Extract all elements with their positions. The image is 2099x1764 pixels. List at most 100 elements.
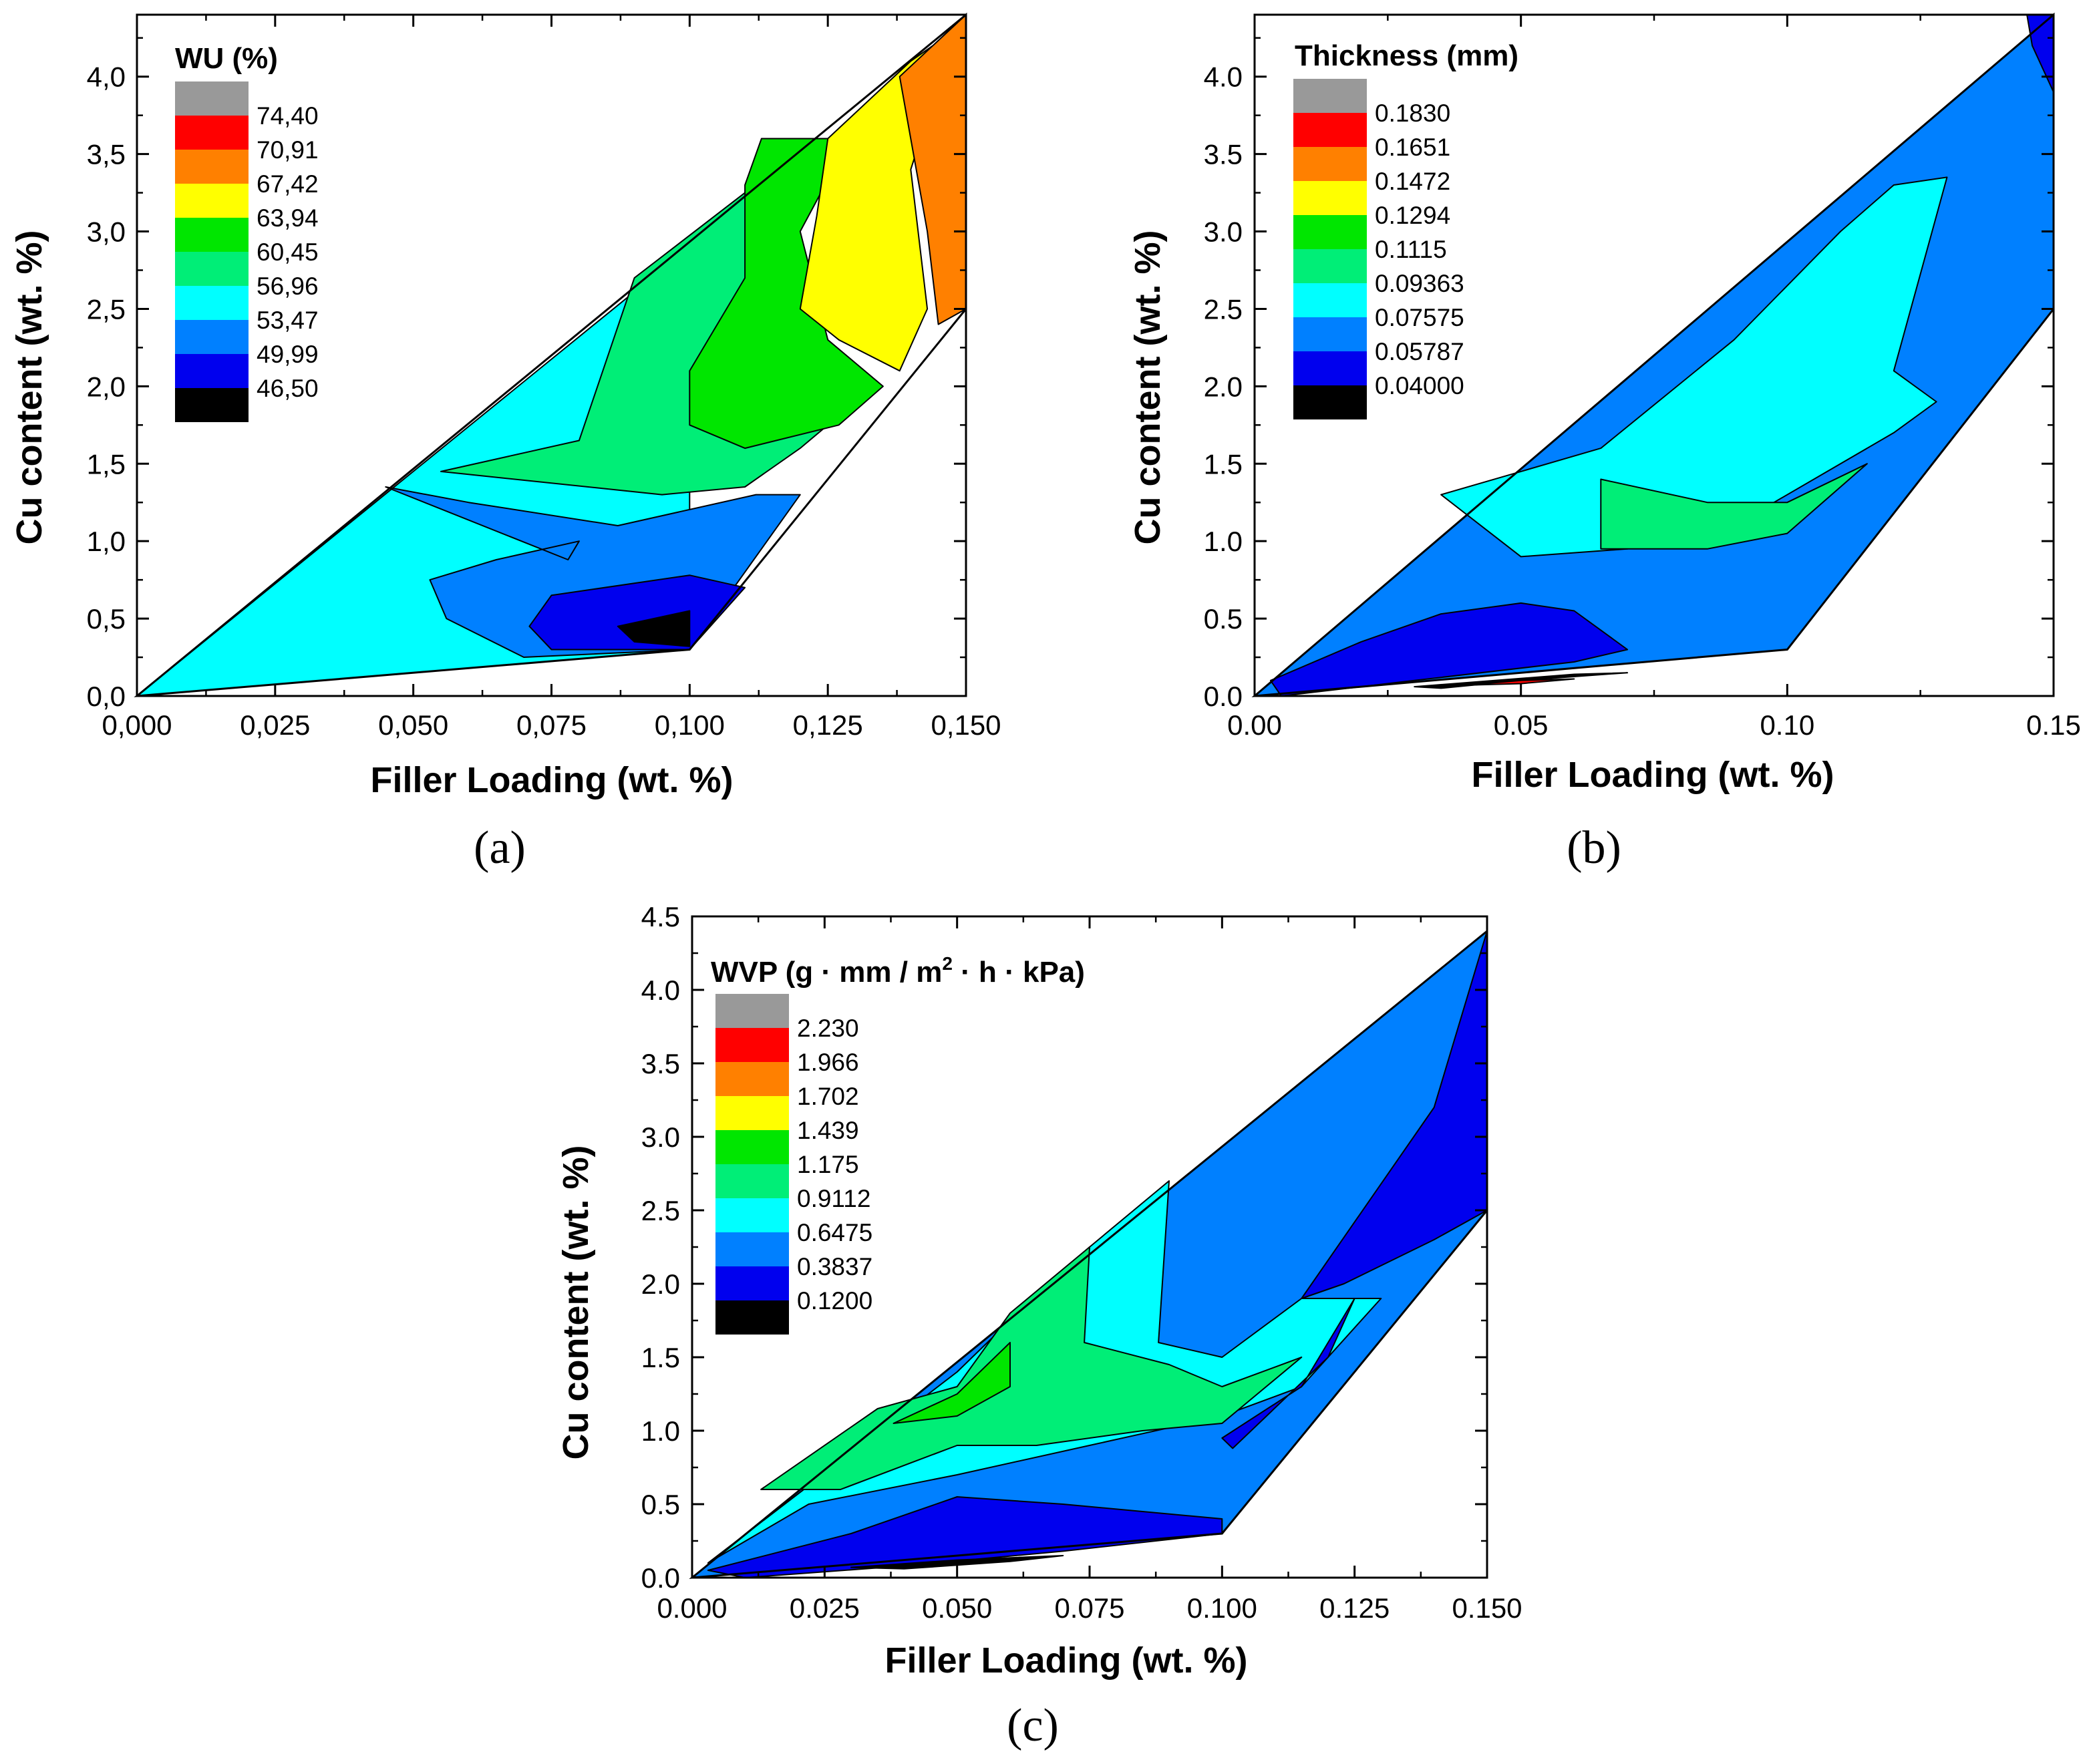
contour-region <box>528 574 746 651</box>
contour-region <box>760 1246 1303 1490</box>
y-tick-label: 0,5 <box>87 603 126 635</box>
legend-swatch <box>715 1164 789 1198</box>
y-axis-label: Cu content (wt. %) <box>9 230 49 545</box>
legend-swatch <box>175 388 249 422</box>
x-tick-label: 0,150 <box>931 709 1001 741</box>
x-tick-label: 0.00 <box>1227 709 1282 741</box>
legend-value: 0.09363 <box>1375 270 1464 297</box>
x-axis-label: Filler Loading (wt. %) <box>885 1640 1248 1681</box>
x-tick-label: 0,125 <box>793 709 863 741</box>
legend-value: 0.1115 <box>1375 236 1447 263</box>
y-tick-label: 0.5 <box>641 1489 680 1520</box>
contour-region <box>893 1342 1011 1424</box>
legend-value: 70,91 <box>257 136 319 164</box>
legend-swatch <box>715 1300 789 1335</box>
legend-swatch <box>1293 249 1367 283</box>
y-tick-label: 1.0 <box>1204 526 1243 557</box>
y-tick-label: 0.0 <box>1204 681 1243 712</box>
legend-value: 56,96 <box>257 273 319 300</box>
x-tick-label: 0.100 <box>1187 1592 1257 1624</box>
legend-value: 0.6475 <box>797 1219 872 1246</box>
legend-value: 53,47 <box>257 307 319 334</box>
legend-value: 46,50 <box>257 375 319 402</box>
legend-swatch <box>1293 147 1367 181</box>
x-tick-label: 0.15 <box>2026 709 2081 741</box>
x-tick-label: 0.05 <box>1494 709 1549 741</box>
legend-swatch <box>175 150 249 184</box>
panel-label: (c) <box>1007 1700 1059 1751</box>
x-tick-label: 0,100 <box>655 709 725 741</box>
y-tick-label: 2.0 <box>641 1268 680 1300</box>
legend-value: 2.230 <box>797 1015 859 1042</box>
chart-panel-c: WVP (g · mm / m2 · h · kPa) Filler Loadi… <box>556 901 1522 1751</box>
contour-region <box>617 610 691 647</box>
legend-swatch <box>715 1130 789 1164</box>
legend-swatch <box>175 116 249 150</box>
y-tick-label: 3,0 <box>87 216 126 248</box>
legend-swatch <box>175 320 249 354</box>
legend-value: 1.439 <box>797 1117 859 1144</box>
legend-value: 1.966 <box>797 1049 859 1076</box>
legend-swatch <box>715 1028 789 1062</box>
legend-title: WU (%) <box>175 42 278 75</box>
legend-value: 67,42 <box>257 170 319 198</box>
x-tick-label: 0.025 <box>790 1592 860 1624</box>
legend-swatch <box>715 1096 789 1130</box>
x-tick-label: 0.000 <box>657 1592 727 1624</box>
legend-swatch <box>175 286 249 320</box>
legend-value: 0.1651 <box>1375 134 1450 161</box>
legend-swatch <box>1293 351 1367 385</box>
legend-swatch <box>1293 79 1367 113</box>
x-tick-label: 0.150 <box>1452 1592 1522 1624</box>
y-tick-label: 3.5 <box>1204 139 1243 170</box>
legend-value: 0.3837 <box>797 1253 872 1280</box>
legend-value: 49,99 <box>257 341 319 368</box>
legend-title: WVP (g · mm / m2 · h · kPa) <box>711 953 1085 989</box>
legend-swatch <box>175 354 249 388</box>
y-tick-label: 1,0 <box>87 526 126 557</box>
y-axis-label: Cu content (wt. %) <box>1128 230 1168 545</box>
y-tick-label: 2.0 <box>1204 371 1243 402</box>
x-tick-label: 0.10 <box>1760 709 1814 741</box>
legend-value: 74,40 <box>257 102 319 130</box>
legend-value: 0.05787 <box>1375 338 1464 365</box>
x-tick-label: 0.125 <box>1319 1592 1390 1624</box>
y-tick-label: 1.5 <box>1204 448 1243 480</box>
legend-swatch <box>175 252 249 286</box>
chart-panel-a: WU (%) Filler Loading (wt. %) Cu content… <box>9 12 1001 874</box>
x-tick-label: 0.075 <box>1054 1592 1124 1624</box>
legend-value: 0.1200 <box>797 1287 872 1314</box>
y-tick-label: 2.5 <box>641 1195 680 1226</box>
x-axis-label: Filler Loading (wt. %) <box>371 760 734 800</box>
contour-region <box>850 1555 1064 1570</box>
y-tick-label: 4.5 <box>641 901 680 932</box>
y-tick-label: 2,0 <box>87 371 126 402</box>
y-axis-label: Cu content (wt. %) <box>556 1145 596 1460</box>
legend-swatch <box>1293 215 1367 249</box>
x-tick-label: 0,050 <box>378 709 448 741</box>
y-tick-label: 0.5 <box>1204 603 1243 635</box>
legend-swatch <box>715 994 789 1028</box>
y-tick-label: 2,5 <box>87 293 126 325</box>
y-tick-label: 3.5 <box>641 1048 680 1079</box>
legend-swatch <box>175 218 249 252</box>
y-tick-label: 4.0 <box>1204 61 1243 93</box>
y-tick-label: 3.0 <box>641 1121 680 1153</box>
legend-value: 0.1294 <box>1375 202 1450 229</box>
legend-swatch <box>1293 113 1367 147</box>
y-tick-label: 0.0 <box>641 1562 680 1594</box>
legend-value: 0.9112 <box>797 1185 870 1212</box>
legend-swatch <box>1293 181 1367 215</box>
legend-swatch <box>1293 283 1367 317</box>
y-tick-label: 3,5 <box>87 139 126 170</box>
panel-label: (b) <box>1567 822 1621 874</box>
legend-title: Thickness (mm) <box>1295 39 1518 72</box>
legend-swatch <box>175 184 249 218</box>
y-tick-label: 1,5 <box>87 448 126 480</box>
x-tick-label: 0.050 <box>922 1592 992 1624</box>
legend-value: 0.04000 <box>1375 372 1464 399</box>
contour-region <box>1466 678 1575 686</box>
legend-swatch <box>715 1266 789 1300</box>
legend-swatch <box>1293 385 1367 419</box>
